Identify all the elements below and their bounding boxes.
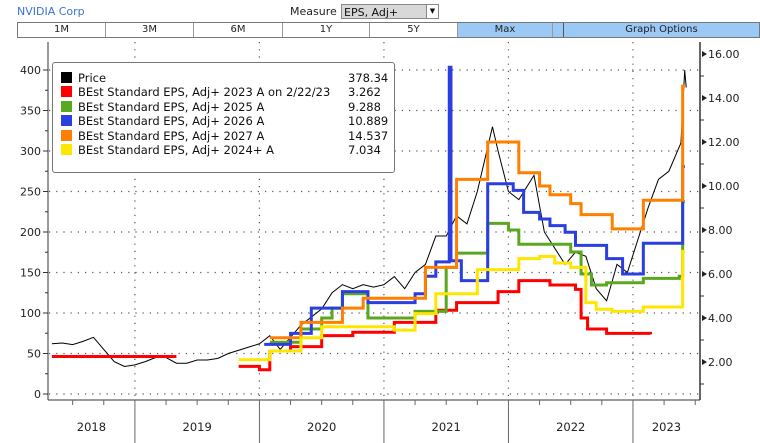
- series-line-5: [238, 249, 685, 362]
- legend-swatch: [61, 100, 72, 112]
- legend-label: BEst Standard EPS, Adj+ 2025 A: [78, 99, 265, 114]
- left-tick-label: 150: [20, 267, 41, 280]
- legend-label: BEst Standard EPS, Adj+ 2024+ A: [78, 142, 274, 157]
- security-title: NVIDIA Corp: [17, 5, 85, 18]
- year-label: 2021: [432, 420, 461, 434]
- legend-item: BEst Standard EPS, Adj+ 2024+ A 7.034: [53, 143, 394, 157]
- year-label: 2022: [556, 420, 585, 434]
- right-tick-label: 4.00: [708, 312, 733, 325]
- legend-item: BEst Standard EPS, Adj+ 2026 A 10.889: [53, 114, 394, 128]
- right-tick: [702, 315, 707, 321]
- right-tick-label: 2.00: [708, 356, 733, 369]
- legend-swatch: [61, 129, 72, 141]
- tab-max[interactable]: Max: [458, 23, 553, 37]
- measure-value: EPS, Adj+: [344, 6, 399, 19]
- right-tick-label: 6.00: [708, 268, 733, 281]
- measure-dropdown[interactable]: EPS, Adj+ ▼: [341, 4, 439, 19]
- year-label: 2018: [77, 420, 106, 434]
- left-tick-label: 350: [20, 105, 41, 118]
- right-tick-label: 14.00: [708, 92, 740, 105]
- legend-label: BEst Standard EPS, Adj+ 2027 A: [78, 128, 265, 143]
- right-tick: [702, 359, 707, 365]
- right-tick: [702, 139, 707, 145]
- range-tabs: 1M 3M 6M 1Y 5Y Max Graph Options: [17, 22, 760, 38]
- tab-1y[interactable]: 1Y: [283, 23, 370, 37]
- right-tick: [702, 271, 707, 277]
- legend-swatch: [61, 72, 72, 83]
- legend-item: BEst Standard EPS, Adj+ 2025 A 9.288: [53, 100, 394, 114]
- legend-value: 9.288: [348, 99, 381, 114]
- right-tick-label: 10.00: [708, 180, 740, 193]
- legend-value: 7.034: [348, 142, 381, 157]
- left-tick-label: 250: [20, 186, 41, 199]
- legend-item: BEst Standard EPS, Adj+ 2027 A 14.537: [53, 129, 394, 143]
- graph-options-button[interactable]: Graph Options: [564, 23, 759, 37]
- measure-label: Measure: [290, 5, 337, 18]
- left-tick-label: 200: [20, 226, 41, 239]
- legend-swatch: [61, 115, 72, 127]
- right-tick: [702, 227, 707, 233]
- year-label: 2019: [183, 420, 212, 434]
- tab-5y[interactable]: 5Y: [370, 23, 458, 37]
- legend-item: Price 378.34: [53, 71, 394, 85]
- tab-separator[interactable]: [553, 23, 564, 37]
- year-label: 2023: [652, 420, 681, 434]
- right-tick-label: 8.00: [708, 224, 733, 237]
- legend-swatch: [61, 143, 72, 155]
- legend-label: BEst Standard EPS, Adj+ 2023 A on 2/22/2…: [78, 85, 331, 100]
- legend-item: BEst Standard EPS, Adj+ 2023 A on 2/22/2…: [53, 85, 394, 99]
- legend-label: Price: [78, 71, 107, 85]
- right-tick: [702, 183, 707, 189]
- legend-value: 3.262: [348, 85, 381, 100]
- legend-value: 14.537: [348, 128, 389, 143]
- left-tick-label: 400: [20, 64, 41, 77]
- tab-1m[interactable]: 1M: [18, 23, 106, 37]
- left-tick-label: 0: [34, 388, 41, 401]
- legend-value: 378.34: [348, 71, 389, 85]
- chevron-down-icon[interactable]: ▼: [426, 5, 438, 18]
- right-tick-label: 12.00: [708, 136, 740, 149]
- right-tick: [702, 51, 707, 57]
- right-tick-label: 16.00: [708, 48, 740, 61]
- year-label: 2020: [307, 420, 336, 434]
- legend-swatch: [61, 86, 72, 98]
- tab-3m[interactable]: 3M: [106, 23, 194, 37]
- series-line-4: [269, 84, 685, 340]
- left-tick-label: 100: [20, 307, 41, 320]
- tab-6m[interactable]: 6M: [194, 23, 283, 37]
- right-tick: [702, 95, 707, 101]
- legend-label: BEst Standard EPS, Adj+ 2026 A: [78, 114, 265, 129]
- legend-value: 10.889: [348, 114, 389, 129]
- legend: Price 378.34 BEst Standard EPS, Adj+ 2023 …: [52, 62, 395, 173]
- series-line-3: [264, 65, 685, 346]
- left-tick-label: 300: [20, 145, 41, 158]
- left-tick-label: 50: [27, 348, 41, 361]
